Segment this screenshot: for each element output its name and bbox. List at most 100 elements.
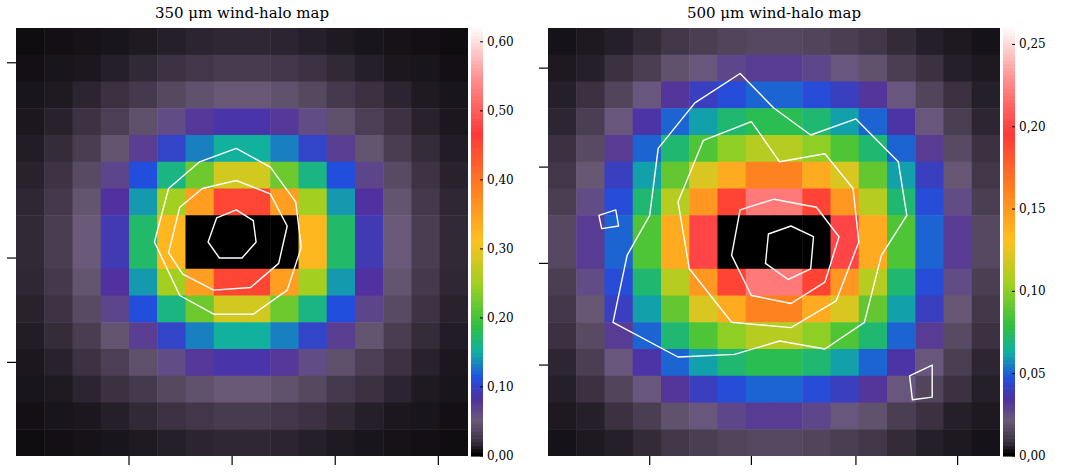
heat-cell bbox=[383, 242, 412, 269]
heat-cell bbox=[887, 349, 916, 376]
heat-cell bbox=[661, 28, 690, 55]
colorbar-step bbox=[1003, 353, 1015, 357]
panel: 500 μm wind-halo map0,000,050,100,150,20… bbox=[539, 4, 1046, 465]
heat-cell bbox=[16, 108, 45, 135]
heat-cell bbox=[831, 242, 860, 269]
heat-cell bbox=[887, 189, 916, 216]
heat-cell bbox=[774, 242, 803, 269]
colorbar-step bbox=[1003, 335, 1015, 339]
heat-cell bbox=[689, 403, 718, 430]
colorbar-tick bbox=[1012, 456, 1015, 457]
heat-cell bbox=[242, 55, 271, 82]
heat-cell bbox=[689, 55, 718, 82]
colorbar-step bbox=[471, 71, 483, 75]
colorbar-tick bbox=[1012, 291, 1015, 292]
colorbar-step bbox=[471, 431, 483, 435]
x-tick bbox=[128, 456, 129, 465]
heat-cell bbox=[157, 322, 186, 349]
panel: 350 μm wind-halo map0,000,100,200,300,40… bbox=[7, 4, 514, 465]
heat-cell bbox=[944, 55, 973, 82]
heat-cell bbox=[915, 322, 944, 349]
heat-cell bbox=[633, 162, 662, 189]
colorbar-step bbox=[1003, 32, 1015, 36]
colorbar-step bbox=[471, 110, 483, 114]
heat-cell bbox=[16, 322, 45, 349]
colorbar-step bbox=[471, 156, 483, 160]
colorbar-step bbox=[471, 452, 483, 456]
heat-cell bbox=[718, 349, 747, 376]
heat-cell bbox=[831, 403, 860, 430]
heat-cell bbox=[16, 135, 45, 162]
heat-cell bbox=[186, 242, 215, 269]
heat-cell bbox=[299, 242, 328, 269]
colorbar-step bbox=[1003, 410, 1015, 414]
heat-cell bbox=[440, 215, 468, 242]
heat-cell bbox=[859, 189, 888, 216]
colorbar-step bbox=[471, 82, 483, 86]
colorbar-step bbox=[471, 74, 483, 78]
heat-cell bbox=[299, 403, 328, 430]
heat-cell bbox=[44, 82, 73, 109]
colorbar-step bbox=[1003, 310, 1015, 314]
heat-cell bbox=[859, 296, 888, 323]
colorbar-step bbox=[471, 278, 483, 282]
colorbar-label: 0,10 bbox=[487, 380, 514, 394]
heat-cell bbox=[831, 429, 860, 456]
colorbar-step bbox=[1003, 28, 1015, 32]
colorbar-step bbox=[1003, 249, 1015, 253]
colorbar-step bbox=[1003, 160, 1015, 164]
heat-cell bbox=[859, 269, 888, 296]
heat-cell bbox=[746, 376, 775, 403]
heat-cell bbox=[186, 55, 215, 82]
colorbar-step bbox=[471, 292, 483, 296]
heat-cell bbox=[186, 349, 215, 376]
heat-cell bbox=[944, 189, 973, 216]
heat-cell bbox=[718, 376, 747, 403]
heat-cell bbox=[270, 28, 299, 55]
heat-cell bbox=[802, 135, 831, 162]
colorbar-step bbox=[471, 449, 483, 453]
colorbar-step bbox=[471, 427, 483, 431]
heat-cell bbox=[972, 349, 1000, 376]
heat-cell bbox=[157, 108, 186, 135]
heat-cell bbox=[915, 82, 944, 109]
heat-cell bbox=[661, 429, 690, 456]
colorbar-step bbox=[471, 424, 483, 428]
heat-cell bbox=[412, 135, 441, 162]
colorbar-step bbox=[1003, 349, 1015, 353]
colorbar-step bbox=[471, 153, 483, 157]
heat-cell bbox=[633, 28, 662, 55]
heat-cell bbox=[214, 269, 243, 296]
heat-cell bbox=[157, 429, 186, 456]
colorbar-step bbox=[1003, 420, 1015, 424]
heat-cell bbox=[73, 242, 102, 269]
colorbar-step bbox=[1003, 67, 1015, 71]
heat-cell bbox=[101, 215, 130, 242]
heat-cell bbox=[129, 429, 158, 456]
x-tick bbox=[335, 456, 336, 465]
heat-cell bbox=[299, 162, 328, 189]
heat-cell bbox=[718, 322, 747, 349]
heat-cell bbox=[129, 376, 158, 403]
colorbar-step bbox=[1003, 360, 1015, 364]
heat-cell bbox=[802, 429, 831, 456]
heat-cell bbox=[440, 403, 468, 430]
heat-cell bbox=[887, 242, 916, 269]
colorbar-step bbox=[1003, 92, 1015, 96]
colorbar-step bbox=[1003, 253, 1015, 257]
heat-cell bbox=[831, 215, 860, 242]
heat-cell bbox=[129, 322, 158, 349]
heat-cell bbox=[412, 162, 441, 189]
colorbar-step bbox=[471, 249, 483, 253]
heat-cell bbox=[412, 82, 441, 109]
y-tick bbox=[7, 257, 16, 258]
heat-cell bbox=[157, 349, 186, 376]
colorbar-step bbox=[1003, 413, 1015, 417]
heat-cell bbox=[576, 403, 605, 430]
heat-cell bbox=[972, 55, 1000, 82]
heat-cell bbox=[633, 242, 662, 269]
colorbar-step bbox=[1003, 370, 1015, 374]
colorbar-step bbox=[1003, 164, 1015, 168]
heat-cell bbox=[16, 349, 45, 376]
colorbar-step bbox=[471, 235, 483, 239]
